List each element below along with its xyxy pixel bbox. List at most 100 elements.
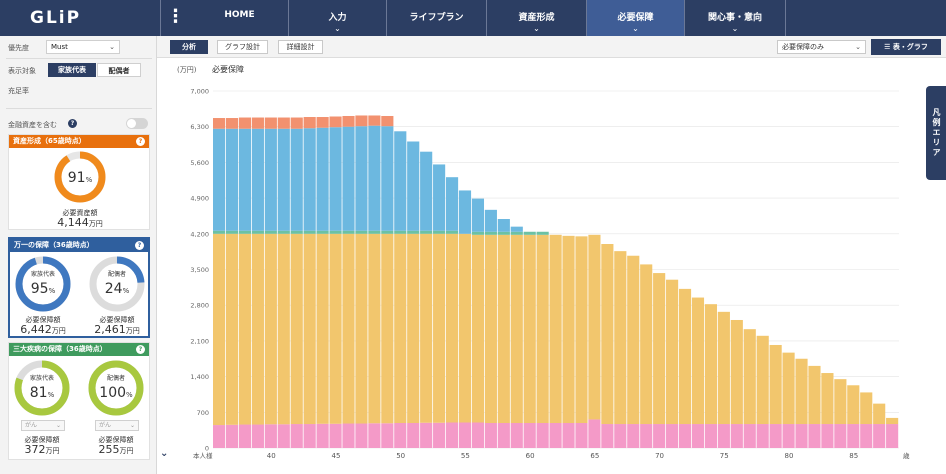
bar-segment-yellow [549,234,562,424]
bar-segment-pink [562,423,575,448]
bar-segment-yellow [458,233,472,423]
bar-segment-pink [795,424,808,448]
bar-segment-yellow [873,403,886,425]
bar-segment-pink [614,424,627,448]
death-spouse-donut [89,256,145,312]
bar-segment-blue [484,209,497,232]
bar-segment-blue [355,126,368,231]
bar-segment-green [484,231,497,235]
nav-required-coverage-label: 必要保障 [617,13,654,23]
x-tick-label: 45 [332,452,341,460]
bar-segment-blue [407,141,420,231]
graph-design-button[interactable]: グラフ設計 [217,40,268,54]
nav-interests[interactable]: 関心事・意向 ⌄ [685,0,786,36]
percent-unit: % [47,391,55,399]
bar-segment-pink [394,423,407,448]
financial-assets-toggle[interactable] [126,118,148,129]
amount-value: 255 [98,443,120,456]
bar-segment-pink [264,424,277,448]
analysis-button[interactable]: 分析 [170,40,208,54]
divider [6,108,152,109]
bar-segment-pink [238,424,252,448]
percent-value: 81 [29,385,48,401]
help-icon[interactable]: ? [136,345,145,354]
amount-unit: 万円 [51,327,66,335]
donut-sub-label: 配偶者 [106,375,125,382]
asset-card-title: 資産形成（65歳時点） [13,137,86,145]
segment-family-rep[interactable]: 家族代表 [48,63,96,77]
divider [6,58,152,59]
bar-segment-pink [627,424,640,448]
glip-logo[interactable]: GLiP [30,8,82,28]
asset-formation-card-header: 資産形成（65歳時点） ? [9,135,149,148]
chevron-down-icon: ⌄ [731,24,739,33]
nav-lifeplan[interactable]: ライフプラン [387,0,487,36]
bar-segment-yellow [536,234,549,424]
bar-segment-pink [213,425,226,448]
bar-segment-pink [329,423,342,448]
y-tick-label: 4,200 [190,230,209,238]
bar-segment-yellow [342,233,355,424]
financial-assets-label: 金融資産を含む [8,121,57,129]
bar-segment-yellow [368,233,381,424]
bar-segment-orange [303,117,316,129]
nav-required-coverage[interactable]: 必要保障 ⌄ [587,0,685,36]
bar-segment-pink [847,424,860,448]
priority-select[interactable]: Must ⌄ [46,40,120,54]
nav-home[interactable]: HOME [191,0,289,36]
amount-value: 6,442 [20,323,52,336]
table-graph-button[interactable]: ☰ 表・グラフ [871,39,941,55]
nav-asset-formation[interactable]: 資産形成 ⌄ [487,0,587,36]
bar-segment-green [433,230,446,234]
priority-value: Must [51,43,68,51]
x-tick-label: 75 [720,452,729,460]
death-family-amount-label: 必要保障額 [25,316,61,324]
bar-segment-pink [678,424,692,448]
nav-interests-label: 関心事・意向 [707,13,762,23]
bar-segment-green [510,231,523,235]
bar-segment-yellow [394,233,407,424]
segment-spouse[interactable]: 配偶者 [97,63,141,77]
donut-fill [15,256,71,312]
chart-title: 必要保障 [212,64,244,74]
bar-segment-yellow [303,233,316,425]
bar-segment-yellow [277,233,290,425]
death-family-donut [15,256,71,312]
bar-segment-yellow [730,319,743,425]
donut-fill [14,360,70,416]
bar-segment-pink [640,424,653,448]
table-graph-label: 表・グラフ [892,43,928,51]
kebab-menu-icon[interactable]: ⋮ [160,0,190,36]
detail-design-button[interactable]: 詳細設計 [278,40,323,54]
help-icon[interactable]: ? [68,119,77,128]
help-icon[interactable]: ? [135,241,144,250]
y-tick-label: 4,900 [190,195,209,203]
bar-segment-blue [303,128,316,231]
bar-segment-green [342,230,355,234]
illness-spouse-select[interactable]: がん ⌄ [95,420,139,431]
bar-segment-yellow [588,234,601,420]
bar-segment-yellow [782,352,795,425]
legend-area-tab[interactable]: 凡例エリア [926,86,946,180]
bar-segment-yellow [834,379,847,425]
nav-input[interactable]: 入力 ⌄ [289,0,387,36]
donut-sub-label: 配偶者 [107,271,126,278]
view-select[interactable]: 必要保障のみ ⌄ [777,40,866,54]
collapse-chevron-icon[interactable]: ⌄ [160,448,169,459]
bar-segment-pink [601,424,614,448]
chart-unit-label: (万円) [177,66,197,74]
bar-segment-yellow [678,288,692,425]
illness-family-select[interactable]: がん ⌄ [21,420,65,431]
bar-segment-yellow [213,233,226,426]
help-icon[interactable]: ? [136,137,145,146]
death-family-percent: 家族代表 95% [14,269,72,297]
bar-segment-pink [756,424,769,448]
bar-segment-blue [458,190,472,234]
bar-segment-yellow [717,311,730,425]
bar-segment-pink [730,424,743,448]
bar-segment-yellow [847,385,860,425]
bar-segment-pink [808,424,821,448]
bar-segment-blue [290,128,303,231]
death-spouse-amount: 2,461万円 [86,323,148,336]
priority-label: 優先度 [8,44,29,52]
